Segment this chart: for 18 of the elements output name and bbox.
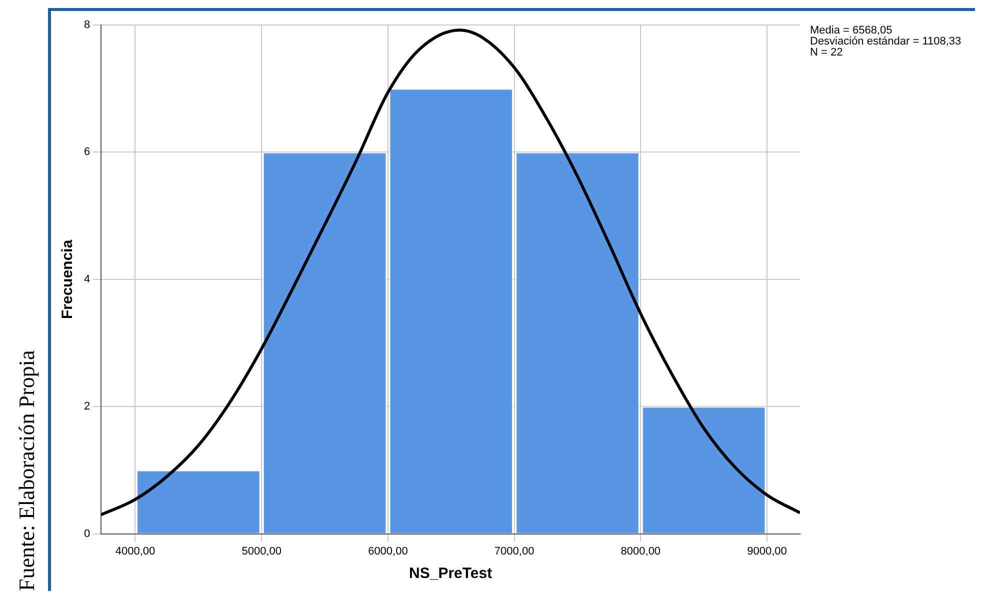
text: Media = 6568,05 [810,24,892,37]
y-tick-label: 8 [84,19,90,32]
frame: NS_PreTest Frecuencia 4000,00 5000,00 6000,00 7000,00 8000,00 9000,00 0 2 4 6 8 Media = 6568,05 Desviación estándar = 1108,33 N = 22 [48,8,975,591]
x-tick-label: 7000,00 [494,545,534,558]
y-axis-title: Frecuencia [59,239,76,320]
x-tick-label: 4000,00 [115,545,156,558]
x-tick-label: 9000,00 [747,545,787,558]
y-tick-label: 4 [84,273,90,286]
text: N = 22 [810,46,843,59]
source-note: Fuente: Elaboración Propia [14,350,39,591]
text: Desviación estándar = 1108,33 [810,36,962,48]
x-tick-label: 5000,00 [242,545,282,558]
x-axis-title: NS_PreTest [409,565,492,582]
x-tick-label: 6000,00 [368,545,408,558]
y-tick-label: 0 [84,528,90,540]
y-tick-label: 2 [84,400,90,413]
x-tick-label: 8000,00 [620,545,661,558]
y-tick-label: 6 [84,146,90,158]
